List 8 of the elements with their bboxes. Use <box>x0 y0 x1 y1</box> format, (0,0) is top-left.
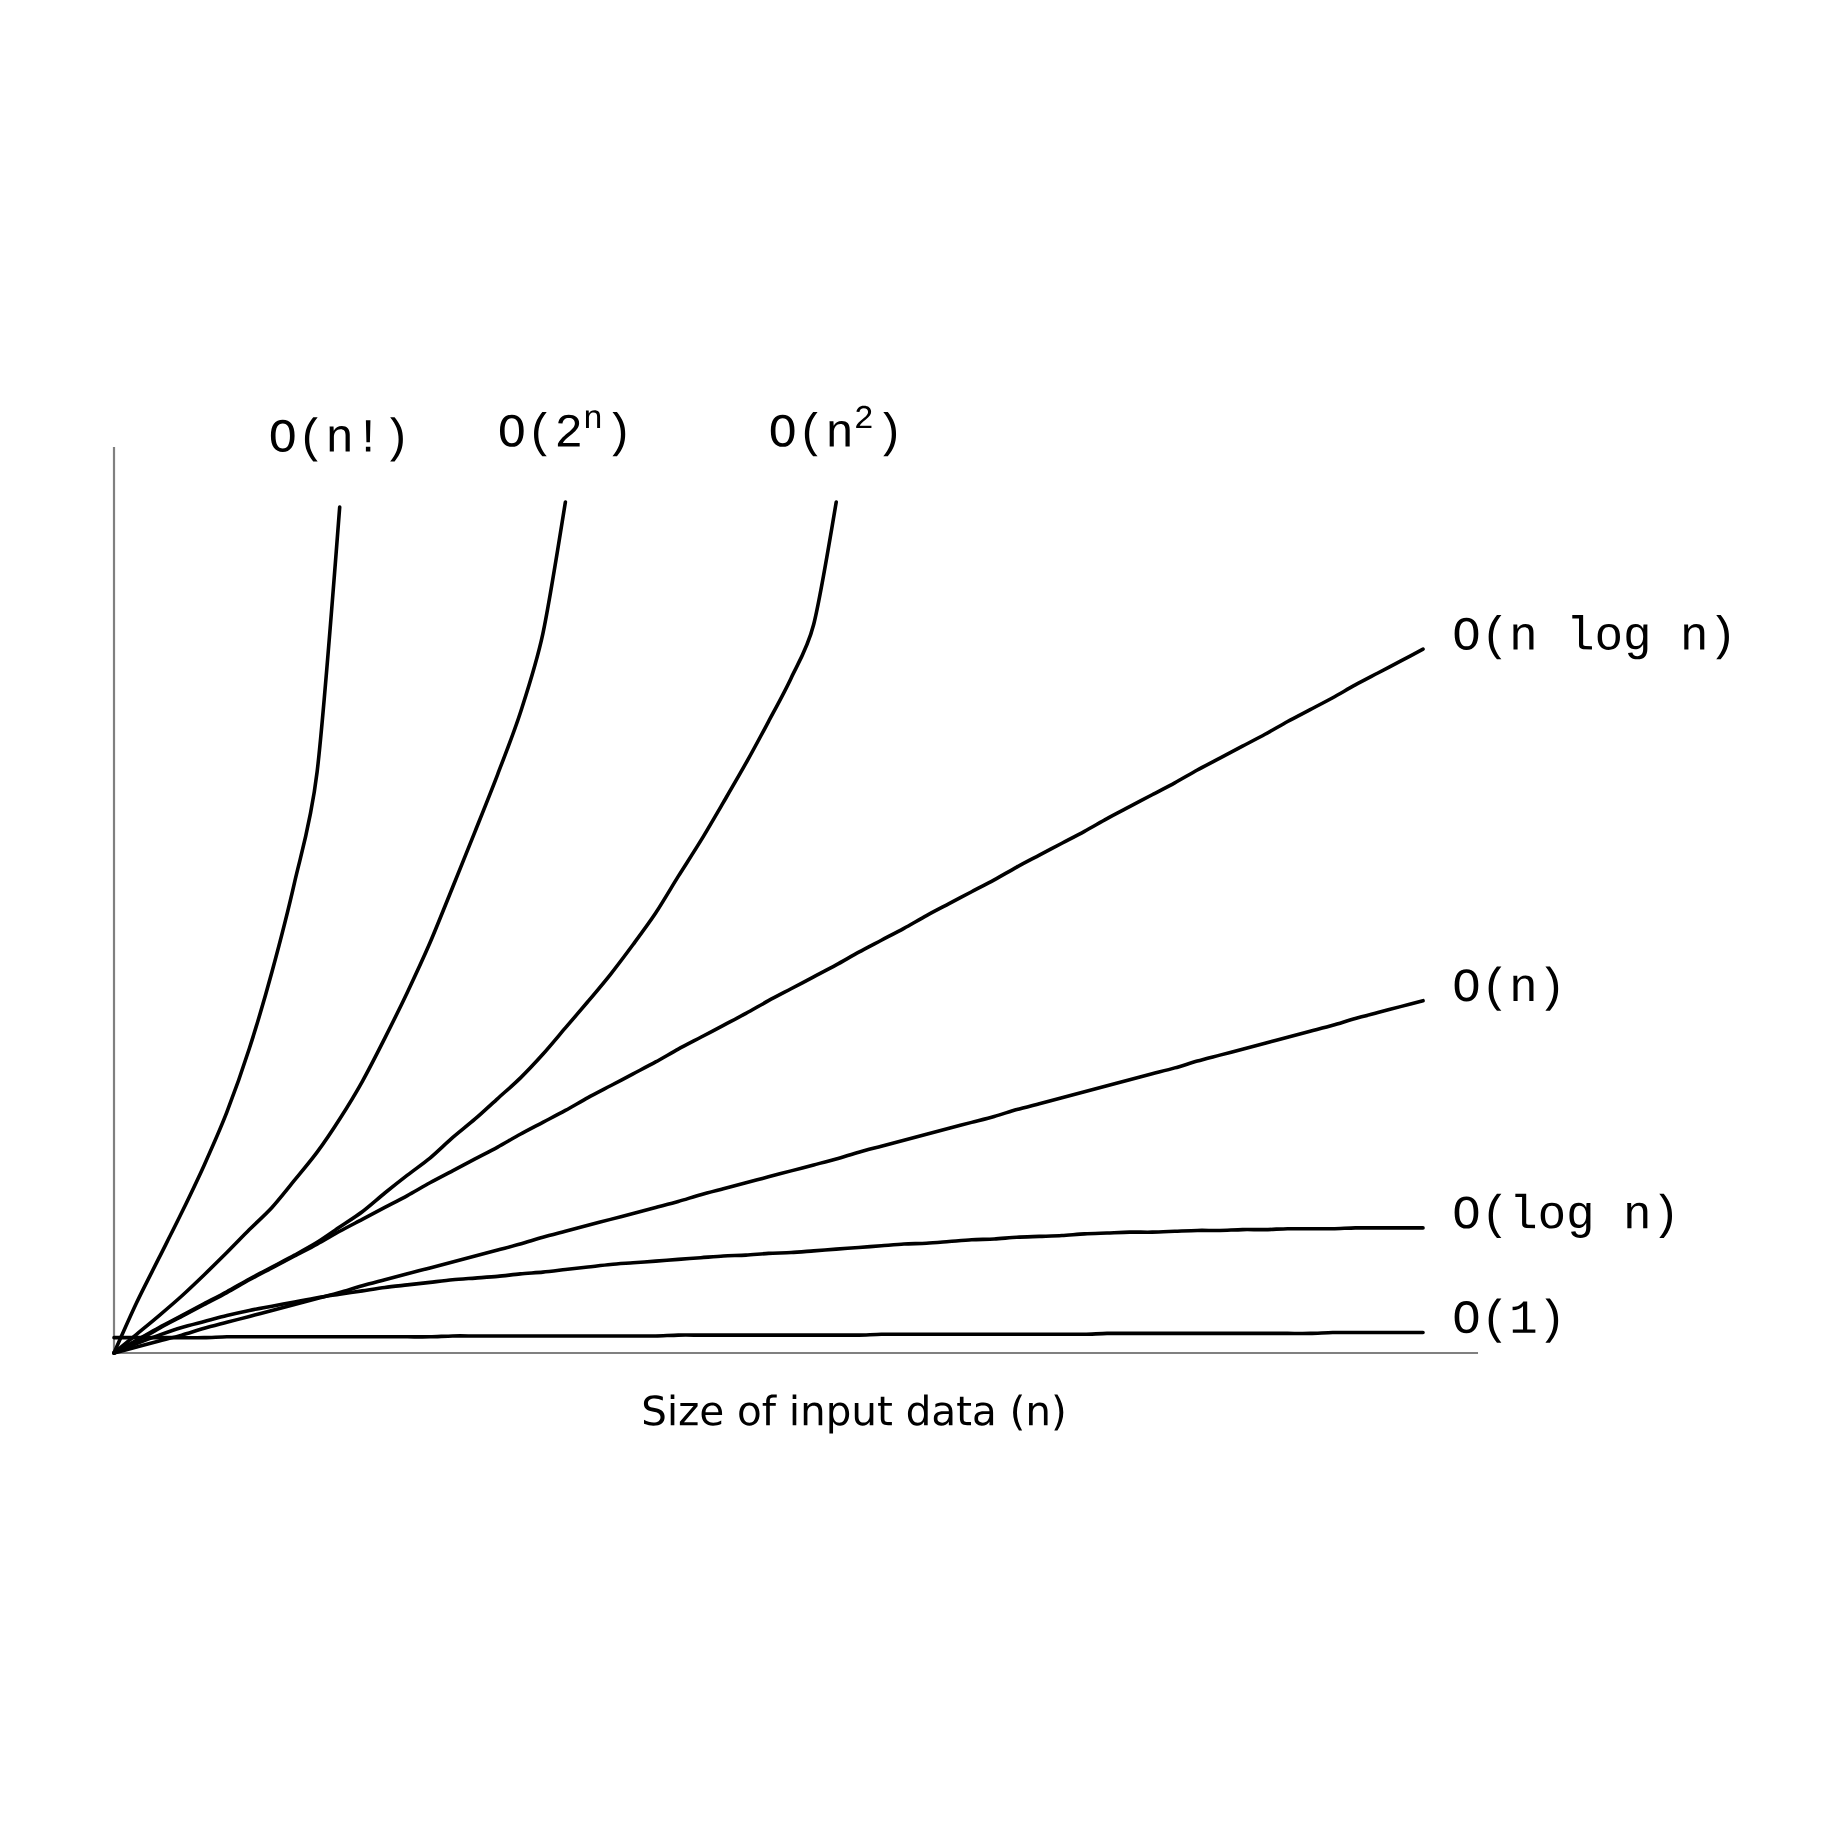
series-label: O(1) <box>1454 1298 1559 1343</box>
series-label: O(n log n) <box>1454 615 1729 660</box>
series-label: O(n) <box>1454 966 1559 1011</box>
series-label: O(2$^{n}$) <box>499 410 626 457</box>
series-label: O(n!) <box>270 417 403 462</box>
x-axis-title: Size of input data (n) <box>643 1394 1064 1434</box>
series-label: O(log n) <box>1454 1193 1673 1239</box>
series-label: O(n$^{2}$) <box>770 405 897 457</box>
